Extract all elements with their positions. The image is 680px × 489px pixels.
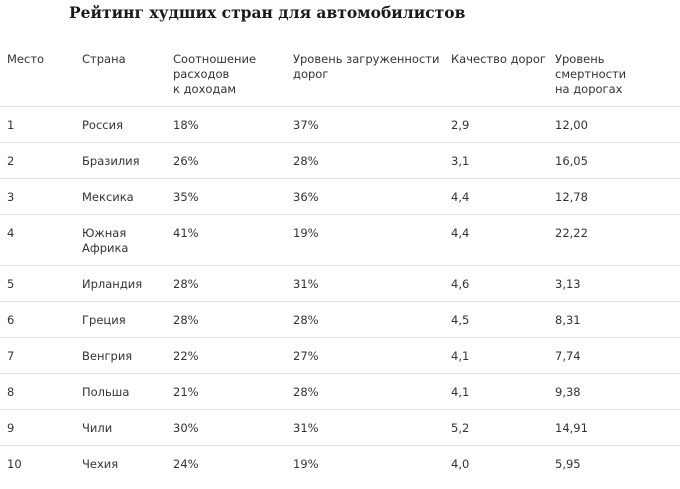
table-row: 9 Чили 30% 31% 5,2 14,91 (0, 409, 680, 446)
cell-road-quality: 4,4 (451, 226, 470, 240)
cell-country: Венгрия (82, 349, 133, 363)
cell-road-quality: 4,4 (451, 190, 470, 204)
cell-rank: 1 (7, 118, 15, 132)
cell-mortality: 5,95 (555, 457, 581, 471)
cell-cost-income: 18% (173, 118, 199, 132)
cell-road-quality: 4,6 (451, 277, 470, 291)
column-header-mortality: Уровень смертности на дорогах (555, 52, 627, 96)
cell-road-quality: 5,2 (451, 421, 470, 435)
cell-congestion: 27% (293, 349, 319, 363)
cell-rank: 3 (7, 190, 15, 204)
cell-country: Южная Африка (82, 226, 129, 255)
table-header: Место Страна Соотношение расходов к дохо… (0, 52, 680, 106)
cell-mortality: 12,00 (555, 118, 588, 132)
cell-country: Бразилия (82, 154, 140, 168)
cell-cost-income: 41% (173, 226, 199, 240)
cell-cost-income: 21% (173, 385, 199, 399)
column-header-rank: Место (7, 52, 45, 66)
cell-cost-income: 35% (173, 190, 199, 204)
cell-country: Греция (82, 313, 126, 327)
cell-rank: 4 (7, 226, 15, 240)
cell-congestion: 31% (293, 421, 319, 435)
cell-mortality: 16,05 (555, 154, 588, 168)
cell-rank: 6 (7, 313, 15, 327)
cell-congestion: 19% (293, 457, 319, 471)
cell-road-quality: 3,1 (451, 154, 470, 168)
cell-mortality: 7,74 (555, 349, 581, 363)
cell-country: Мексика (82, 190, 134, 204)
cell-country: Россия (82, 118, 124, 132)
cell-congestion: 28% (293, 313, 319, 327)
cell-rank: 2 (7, 154, 15, 168)
cell-congestion: 28% (293, 385, 319, 399)
cell-congestion: 36% (293, 190, 319, 204)
cell-cost-income: 28% (173, 313, 199, 327)
cell-mortality: 8,31 (555, 313, 581, 327)
table-row: 4 Южная Африка 41% 19% 4,4 22,22 (0, 214, 680, 266)
cell-cost-income: 22% (173, 349, 199, 363)
table-row: 6 Греция 28% 28% 4,5 8,31 (0, 301, 680, 338)
table-row: 1 Россия 18% 37% 2,9 12,00 (0, 106, 680, 143)
cell-rank: 10 (7, 457, 22, 471)
table-row: 10 Чехия 24% 19% 4,0 5,95 (0, 445, 680, 482)
table-row: 7 Венгрия 22% 27% 4,1 7,74 (0, 337, 680, 374)
cell-road-quality: 4,1 (451, 385, 470, 399)
cell-mortality: 14,91 (555, 421, 588, 435)
cell-road-quality: 4,0 (451, 457, 470, 471)
cell-rank: 7 (7, 349, 15, 363)
cell-cost-income: 24% (173, 457, 199, 471)
cell-cost-income: 28% (173, 277, 199, 291)
cell-road-quality: 4,1 (451, 349, 470, 363)
cell-road-quality: 4,5 (451, 313, 470, 327)
cell-mortality: 12,78 (555, 190, 588, 204)
column-header-country: Страна (82, 52, 126, 66)
cell-cost-income: 26% (173, 154, 199, 168)
column-header-congestion: Уровень загруженности дорог (293, 52, 440, 81)
cell-mortality: 9,38 (555, 385, 581, 399)
cell-country: Чили (82, 421, 113, 435)
column-header-road-quality: Качество дорог (451, 52, 546, 66)
column-header-cost-income: Соотношение расходов к доходам (173, 52, 257, 96)
cell-congestion: 37% (293, 118, 319, 132)
table-row: 8 Польша 21% 28% 4,1 9,38 (0, 373, 680, 410)
cell-mortality: 22,22 (555, 226, 588, 240)
cell-congestion: 19% (293, 226, 319, 240)
cell-cost-income: 30% (173, 421, 199, 435)
cell-country: Польша (82, 385, 130, 399)
cell-congestion: 28% (293, 154, 319, 168)
cell-mortality: 3,13 (555, 277, 581, 291)
cell-country: Ирландия (82, 277, 143, 291)
table-row: 3 Мексика 35% 36% 4,4 12,78 (0, 178, 680, 215)
table-row: 5 Ирландия 28% 31% 4,6 3,13 (0, 265, 680, 302)
cell-rank: 8 (7, 385, 15, 399)
cell-rank: 5 (7, 277, 15, 291)
cell-rank: 9 (7, 421, 15, 435)
cell-country: Чехия (82, 457, 119, 471)
table-row: 2 Бразилия 26% 28% 3,1 16,05 (0, 142, 680, 179)
page-title: Рейтинг худших стран для автомобилистов (69, 3, 466, 22)
cell-road-quality: 2,9 (451, 118, 470, 132)
cell-congestion: 31% (293, 277, 319, 291)
